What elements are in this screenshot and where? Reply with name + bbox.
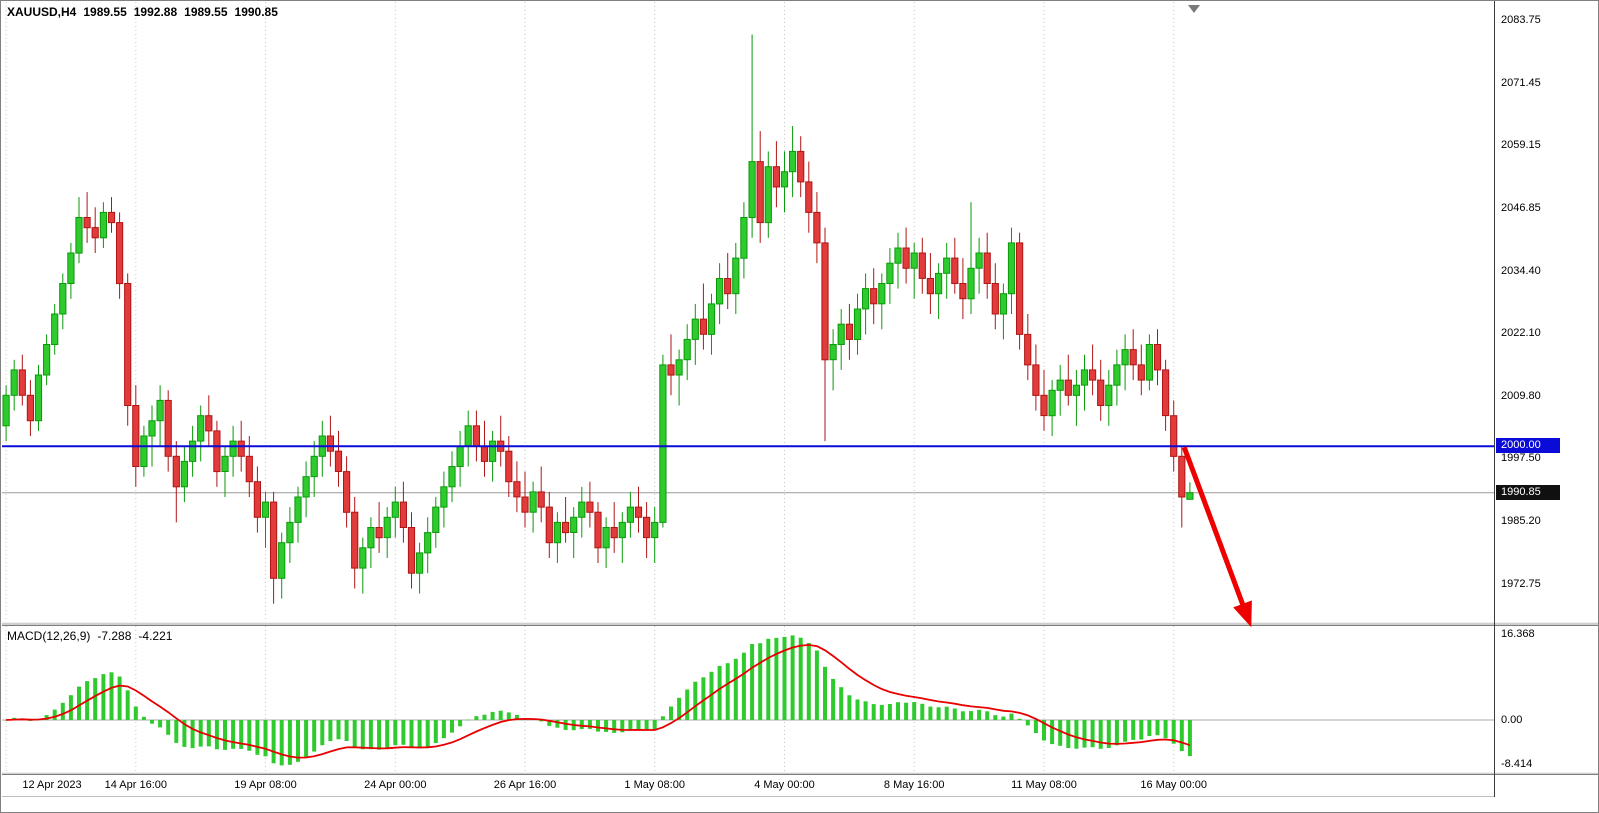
macd-axis-label: -8.414: [1501, 757, 1533, 770]
panel-separator-top[interactable]: [2, 622, 1598, 626]
price-axis-label: 1985.20: [1501, 514, 1541, 527]
price-axis-label: 2034.40: [1501, 264, 1541, 277]
symbol-ohlc-readout: XAUUSD,H4 1989.55 1992.88 1989.55 1990.85: [7, 5, 285, 19]
price-axis-label: 1972.75: [1501, 578, 1541, 591]
symbol-label: XAUUSD,H4: [7, 5, 77, 19]
macd-values-readout: MACD(12,26,9) -7.288 -4.221: [7, 629, 179, 643]
price-axis-label: 2046.85: [1501, 201, 1541, 214]
low-value: 1989.55: [184, 5, 228, 19]
time-axis-label: 14 Apr 16:00: [104, 779, 167, 791]
price-axis[interactable]: 2000.00 1990.85 2083.75 2071.45 2059.15 204…: [1494, 1, 1598, 797]
open-value: 1989.55: [83, 5, 127, 19]
time-axis[interactable]: 12 Apr 2023 14 Apr 16:00 19 Apr 08:00 24 Ap…: [2, 775, 1494, 797]
macd-histogram: [4, 635, 1192, 766]
time-axis-label: 1 May 08:00: [624, 779, 685, 791]
macd-gridlines: [5, 626, 1175, 772]
time-axis-label: 19 Apr 08:00: [234, 779, 297, 791]
time-axis-label: 26 Apr 16:00: [493, 779, 557, 791]
time-axis-label: 12 Apr 2023: [22, 779, 82, 791]
time-axis-label: 8 May 16:00: [883, 779, 945, 791]
macd-axis-label: 16.368: [1501, 627, 1535, 640]
price-chart-canvas[interactable]: [2, 2, 1494, 622]
current-price-badge: 1990.85: [1496, 484, 1560, 500]
macd-main-value: -7.288: [97, 629, 132, 643]
macd-canvas[interactable]: [2, 626, 1494, 772]
price-axis-label: 2059.15: [1501, 139, 1541, 152]
price-axis-label: 2071.45: [1501, 76, 1541, 89]
macd-signal-value: -4.221: [138, 629, 173, 643]
time-axis-label: 16 May 00:00: [1140, 779, 1208, 791]
candlestick-series: [2, 34, 1194, 604]
macd-axis-label: 0.00: [1501, 713, 1523, 726]
time-axis-label: 11 May 08:00: [1011, 779, 1077, 791]
time-axis-label: 24 Apr 00:00: [364, 779, 427, 791]
macd-label: MACD(12,26,9): [7, 629, 91, 643]
price-axis-label: 2022.10: [1501, 327, 1541, 340]
hline-price-badge: 2000.00: [1496, 438, 1560, 454]
price-axis-label: 1997.50: [1501, 452, 1541, 465]
macd-indicator-panel[interactable]: MACD(12,26,9) -7.288 -4.221: [2, 626, 1494, 772]
close-value: 1990.85: [234, 5, 278, 19]
price-axis-label: 2083.75: [1501, 14, 1541, 26]
high-value: 1992.88: [133, 5, 178, 19]
price-axis-label: 2009.80: [1501, 389, 1541, 402]
macd-signal-line: [6, 644, 1191, 759]
price-chart-panel[interactable]: XAUUSD,H4 1989.55 1992.88 1989.55 1990.85: [2, 2, 1494, 622]
time-axis-label: 4 May 00:00: [754, 779, 815, 791]
chart-shift-marker[interactable]: [1188, 5, 1200, 13]
panel-separator-bottom[interactable]: [2, 772, 1598, 775]
